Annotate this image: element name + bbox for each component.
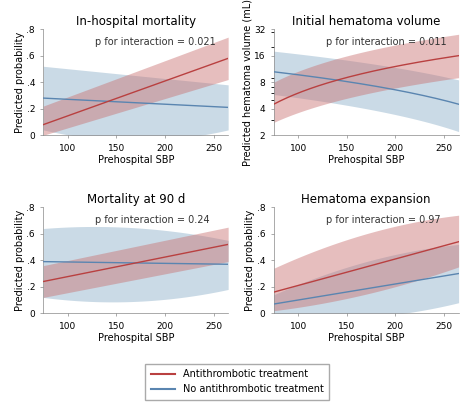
Y-axis label: Predicted hematoma volume (mL): Predicted hematoma volume (mL) <box>243 0 253 166</box>
Text: p for interaction = 0.97: p for interaction = 0.97 <box>326 215 440 225</box>
Title: In-hospital mortality: In-hospital mortality <box>76 15 196 28</box>
X-axis label: Prehospital SBP: Prehospital SBP <box>98 156 174 165</box>
X-axis label: Prehospital SBP: Prehospital SBP <box>328 333 404 343</box>
Text: p for interaction = 0.011: p for interaction = 0.011 <box>326 36 446 47</box>
Title: Mortality at 90 d: Mortality at 90 d <box>87 193 185 206</box>
Y-axis label: Predicted probability: Predicted probability <box>246 210 255 311</box>
Title: Initial hematoma volume: Initial hematoma volume <box>292 15 440 28</box>
X-axis label: Prehospital SBP: Prehospital SBP <box>98 333 174 343</box>
Y-axis label: Predicted probability: Predicted probability <box>15 32 25 133</box>
Text: p for interaction = 0.021: p for interaction = 0.021 <box>95 36 216 47</box>
Text: p for interaction = 0.24: p for interaction = 0.24 <box>95 215 210 225</box>
Title: Hematoma expansion: Hematoma expansion <box>301 193 431 206</box>
Y-axis label: Predicted probability: Predicted probability <box>15 210 25 311</box>
Legend: Antithrombotic treatment, No antithrombotic treatment: Antithrombotic treatment, No antithrombo… <box>145 364 329 400</box>
X-axis label: Prehospital SBP: Prehospital SBP <box>328 156 404 165</box>
